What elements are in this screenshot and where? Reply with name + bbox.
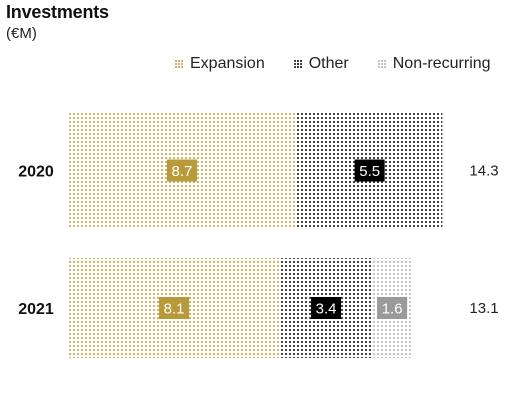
category-label: 2020 [18,164,54,181]
legend-swatch-expansion [174,59,184,69]
chart-subtitle: (€M) [6,25,37,42]
legend-swatch-other [292,59,303,69]
data-label-box [377,297,408,319]
data-label: 8.7 [172,163,193,180]
total-label: 14.3 [469,163,498,180]
data-label: 3.4 [316,301,337,318]
legend-swatch-non-recurring [376,59,387,69]
data-label-box [159,297,190,319]
bar-group-2021: 2021 8.1 3.4 1.6 13.1 [18,258,499,358]
data-label: 5.5 [359,163,380,180]
data-label-box [166,159,197,182]
legend-label-non-recurring: Non-recurring [392,55,491,72]
chart-title: Investments [6,2,109,22]
legend-item-other: Other [292,55,349,73]
legend-label-other: Other [308,55,349,72]
data-label: 1.6 [382,301,403,318]
legend-item-non-recurring: Non-recurring [376,55,491,73]
legend: Expansion Other Non-recurring [174,55,491,73]
legend-item-expansion: Expansion [174,55,265,73]
category-label: 2021 [18,301,54,318]
legend-label-expansion: Expansion [190,55,265,72]
data-label: 8.1 [164,301,185,318]
data-label-box [311,297,342,319]
total-label: 13.1 [469,300,498,317]
data-label-box [354,159,385,182]
bar-group-2020: 2020 8.7 5.5 14.3 [18,113,499,228]
